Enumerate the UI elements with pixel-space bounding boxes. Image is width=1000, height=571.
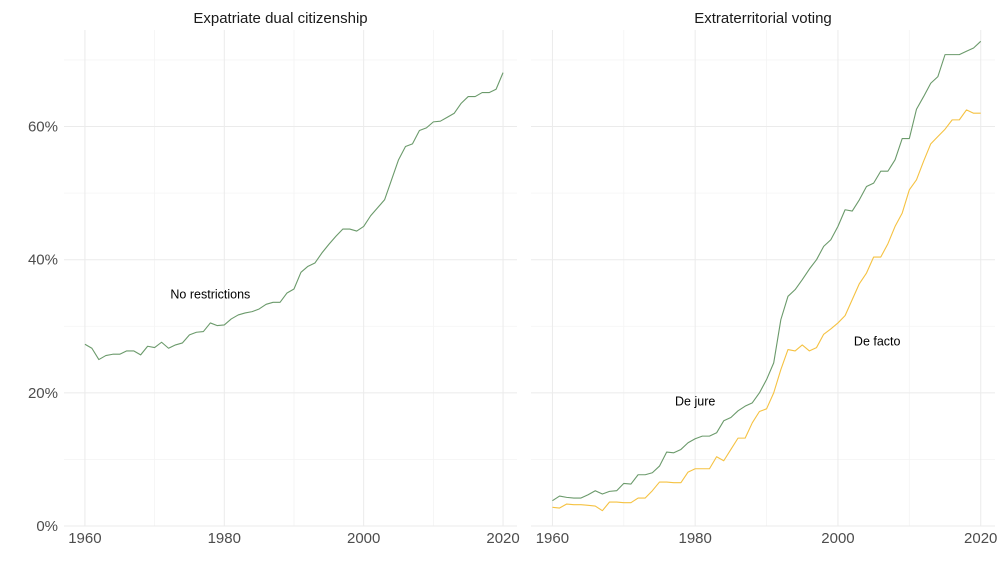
annotation-de-facto: De facto: [854, 335, 901, 349]
series-line-de-facto: [552, 109, 981, 512]
y-tick-label: 40%: [28, 252, 58, 269]
annotations-dual-citizenship: No restrictions: [170, 287, 250, 301]
x-tick-label: 2000: [347, 530, 380, 547]
y-axis-ticks: 0% 20% 40% 60%: [28, 119, 58, 535]
y-tick-label: 60%: [28, 119, 58, 136]
x-tick-label: 2020: [964, 530, 997, 547]
x-tick-label: 2000: [821, 530, 854, 547]
y-tick-label: 20%: [28, 385, 58, 402]
panel-title-dual-citizenship: Expatriate dual citizenship: [193, 10, 367, 27]
grid-extraterritorial-voting: [531, 30, 995, 527]
x-tick-label: 1980: [678, 530, 711, 547]
panel-expatriate-dual-citizenship: Expatriate dual citizenship 0%20%40%60% …: [28, 10, 520, 547]
panel-extraterritorial-voting: Extraterritorial voting 1960 1980 2000 2020…: [531, 10, 997, 547]
x-axis-ticks-extraterritorial-voting: 1960 1980 2000 2020: [536, 530, 998, 547]
annotation-de-jure: De jure: [675, 395, 715, 409]
series-lines-extraterritorial-voting: [552, 40, 982, 512]
x-tick-label: 1960: [536, 530, 569, 547]
series-line-de-jure: [552, 40, 982, 502]
annotation-no-restrictions: No restrictions: [170, 287, 250, 301]
panel-title-extraterritorial-voting: Extraterritorial voting: [694, 10, 832, 27]
grid-dual-citizenship: [64, 30, 517, 527]
x-tick-label: 2020: [486, 530, 519, 547]
y-tick-label: 0%: [36, 518, 58, 535]
x-tick-label: 1980: [208, 530, 241, 547]
x-tick-label: 1960: [68, 530, 101, 547]
series-lines-dual-citizenship: [84, 72, 504, 361]
x-axis-ticks-dual-citizenship: 1960 1980 2000 2020: [68, 530, 520, 547]
annotations-extraterritorial-voting: De jure De facto: [675, 335, 900, 409]
series-line-no-restrictions: [84, 72, 504, 361]
